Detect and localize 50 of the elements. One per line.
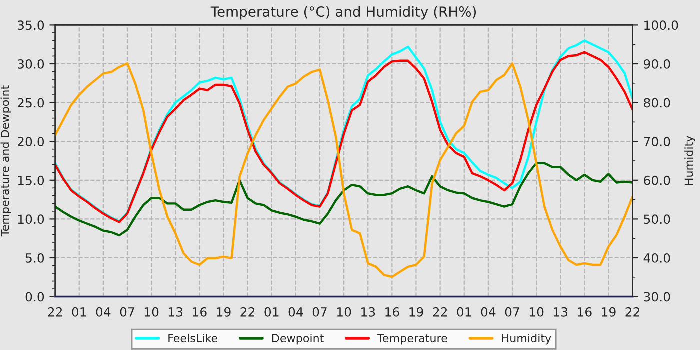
y-axis-title: Temperature and Dewpoint: [0, 86, 12, 237]
x-tick-label: 04: [481, 307, 496, 317]
x-tick-label: 22: [240, 307, 254, 317]
y-tick-label: 15.0: [18, 176, 44, 186]
y2-tick-label: 100.0: [644, 20, 678, 30]
x-tick-label: 22: [48, 307, 62, 317]
x-tick-label: 19: [410, 307, 424, 317]
y2-tick-label: 40.0: [644, 253, 670, 263]
x-tick-label: 07: [120, 307, 134, 317]
legend-label: Temperature: [378, 334, 448, 345]
x-tick-label: 07: [312, 307, 327, 317]
x-tick-label: 10: [337, 307, 352, 317]
line-series: [55, 162, 633, 237]
legend-label: Dewpoint: [272, 334, 324, 345]
y-tick-label: 0.0: [26, 292, 44, 302]
y-tick-label: 30.0: [18, 59, 44, 69]
y-tick-label: 5.0: [26, 253, 44, 263]
y2-axis-title: Humidity: [684, 136, 696, 186]
y2-tick-label: 50.0: [644, 214, 670, 224]
x-tick-label: 10: [530, 307, 544, 317]
x-tick-label: 16: [386, 307, 400, 317]
x-tick-label: 04: [96, 307, 111, 317]
x-tick-label: 19: [217, 307, 231, 317]
x-tick-label: 07: [505, 307, 520, 317]
legend-label: FeelsLike: [168, 334, 218, 343]
x-tick-label: 16: [193, 307, 207, 317]
x-tick-label: 16: [578, 307, 592, 317]
x-tick-label: 01: [457, 307, 472, 317]
x-tick-label: 01: [72, 307, 86, 317]
y2-tick-label: 90.0: [644, 59, 670, 69]
x-tick-label: 22: [626, 307, 640, 317]
line-series: [55, 62, 633, 278]
x-tick-label: 01: [264, 307, 279, 317]
y-tick-label: 20.0: [18, 137, 44, 147]
y2-tick-label: 60.0: [644, 176, 670, 186]
y-tick-label: 35.0: [18, 20, 44, 30]
y-tick-label: 10.0: [18, 214, 44, 224]
y-tick-label: 25.0: [18, 98, 44, 108]
x-tick-label: 13: [554, 307, 568, 317]
legend-label: Humidity: [502, 334, 552, 345]
y2-tick-label: 70.0: [644, 137, 670, 147]
x-tick-label: 04: [288, 307, 304, 317]
x-tick-label: 13: [362, 307, 376, 317]
y2-tick-label: 30.0: [644, 292, 670, 302]
x-tick-label: 19: [602, 307, 616, 317]
x-tick-label: 10: [144, 307, 159, 317]
chart-title: Temperature (°C) and Humidity (RH%): [210, 6, 476, 20]
y2-tick-label: 80.0: [644, 98, 670, 108]
x-tick-label: 22: [433, 307, 447, 317]
x-tick-label: 13: [169, 307, 183, 317]
